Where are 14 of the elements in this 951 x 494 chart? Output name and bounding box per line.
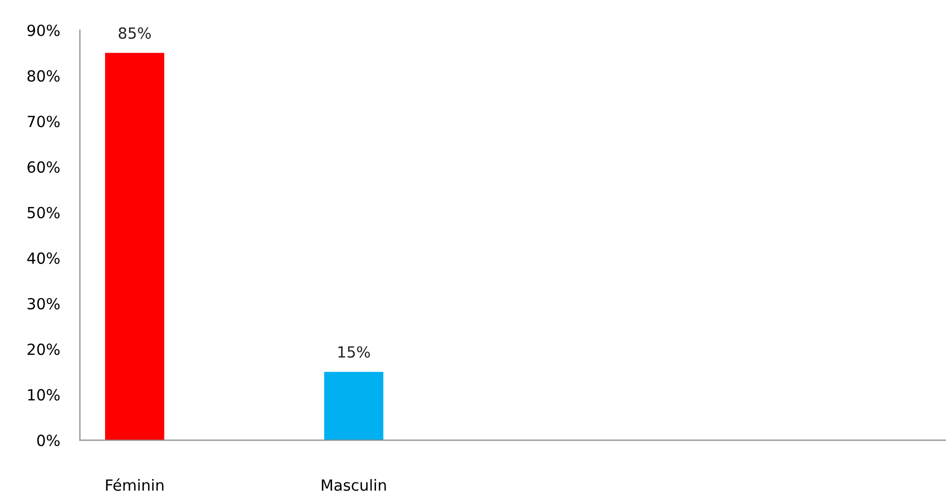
y-tick-label: 40%	[27, 252, 60, 264]
y-tick-label: 0%	[37, 434, 60, 446]
x-tick-label: Féminin	[106, 478, 164, 491]
y-tick-label: 30%	[28, 298, 60, 310]
y-tick-label: 50%	[28, 206, 60, 218]
x-tick-label: Masculin	[322, 479, 386, 491]
y-tick-label: 20%	[28, 344, 60, 356]
y-tick-label: 60%	[28, 161, 60, 173]
y-tick-label: 70%	[28, 116, 60, 128]
y-tick-label: 90%	[27, 24, 60, 36]
data-label: 15%	[338, 346, 370, 358]
y-tick-label: 80%	[28, 70, 60, 82]
y-tick-label: 10%	[28, 389, 60, 401]
data-label: 85%	[118, 27, 151, 39]
